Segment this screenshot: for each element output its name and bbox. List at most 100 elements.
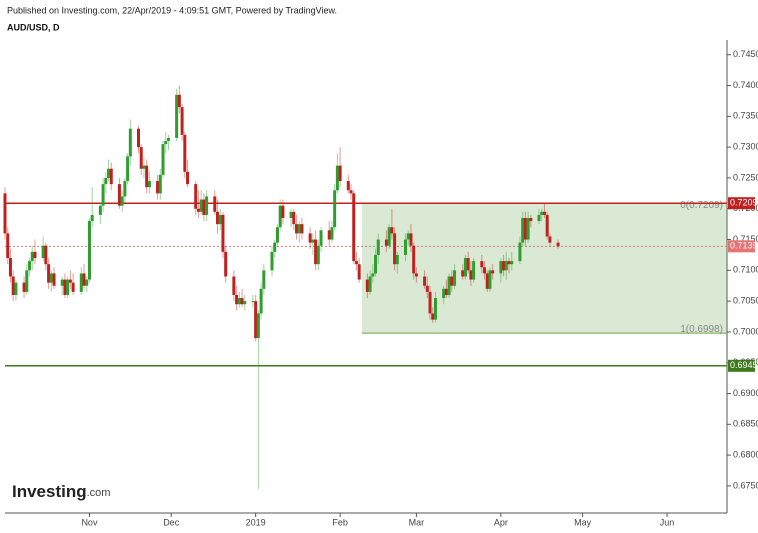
candle-body bbox=[384, 239, 388, 246]
y-tick-label: 0.6750 bbox=[733, 480, 758, 490]
candle-body bbox=[485, 273, 489, 289]
candle-body bbox=[368, 276, 372, 292]
candle-body bbox=[393, 233, 397, 265]
candle-body bbox=[333, 190, 337, 228]
candle-body bbox=[254, 301, 258, 339]
candle-body bbox=[453, 270, 457, 286]
candle-body bbox=[376, 239, 380, 255]
candle-body bbox=[523, 217, 527, 240]
logo-name: Investing bbox=[12, 482, 87, 501]
candle-body bbox=[183, 134, 187, 172]
candle-body bbox=[107, 168, 111, 178]
candle-body bbox=[44, 245, 48, 265]
candle-body bbox=[499, 261, 503, 274]
candle-body bbox=[335, 165, 339, 191]
candle-body bbox=[461, 270, 465, 277]
price-tag-label: 0.7209 bbox=[730, 198, 758, 208]
candle-body bbox=[33, 251, 37, 259]
candle-body bbox=[428, 291, 432, 314]
candle-body bbox=[14, 282, 18, 295]
candle-body bbox=[90, 214, 94, 222]
candle-body bbox=[243, 301, 247, 305]
candle-body bbox=[502, 261, 506, 271]
candle-body bbox=[224, 251, 228, 277]
candle-body bbox=[314, 239, 318, 265]
candle-body bbox=[221, 214, 225, 252]
candle-body bbox=[387, 227, 391, 246]
fib-label: 1(0.6998) bbox=[680, 324, 723, 335]
candle-body bbox=[25, 270, 29, 292]
candle-body bbox=[433, 298, 437, 320]
candle-body bbox=[177, 94, 181, 108]
candle-body bbox=[186, 171, 190, 185]
logo: Investing.com bbox=[12, 482, 110, 501]
fib-zone bbox=[361, 203, 727, 334]
candle-body bbox=[319, 230, 323, 246]
candle-body bbox=[330, 227, 334, 240]
candle-body bbox=[235, 294, 239, 305]
candle-body bbox=[338, 165, 342, 182]
candle-body bbox=[545, 214, 549, 237]
candle-body bbox=[529, 217, 533, 222]
y-tick-label: 0.7350 bbox=[733, 111, 758, 121]
candle-body bbox=[327, 230, 331, 240]
candle-body bbox=[466, 258, 470, 271]
candle-body bbox=[447, 276, 451, 295]
candle-body bbox=[259, 288, 263, 314]
candle-body bbox=[281, 205, 285, 218]
candle-body bbox=[109, 168, 113, 185]
y-tick-label: 0.7450 bbox=[733, 49, 758, 59]
candle-body bbox=[442, 288, 446, 299]
y-tick-label: 0.7150 bbox=[733, 234, 758, 244]
candle-body bbox=[504, 261, 508, 271]
candle-body bbox=[205, 196, 209, 215]
x-tick-label: May bbox=[574, 517, 592, 527]
candle-body bbox=[6, 233, 10, 259]
price-tag bbox=[728, 240, 755, 253]
candle-body bbox=[164, 141, 168, 145]
candle-body bbox=[349, 190, 353, 194]
candle-body bbox=[537, 214, 541, 222]
candle-body bbox=[87, 221, 91, 280]
candle-body bbox=[365, 279, 369, 292]
candle-body bbox=[297, 224, 301, 234]
candle-body bbox=[352, 193, 356, 262]
candle-body bbox=[521, 217, 525, 243]
candle-body bbox=[126, 156, 130, 182]
candle-body bbox=[52, 273, 56, 286]
candle-body bbox=[292, 211, 296, 225]
candle-body bbox=[175, 94, 179, 138]
candle-body bbox=[147, 181, 151, 188]
candle-body bbox=[104, 177, 108, 185]
y-tick-label: 0.6900 bbox=[733, 388, 758, 398]
chart-title: AUD/USD, D bbox=[7, 22, 60, 32]
candle-body bbox=[30, 251, 34, 262]
candle-body bbox=[469, 270, 473, 280]
x-tick-label: Mar bbox=[409, 517, 425, 527]
candle-body bbox=[275, 227, 279, 243]
y-tick-label: 0.6800 bbox=[733, 449, 758, 459]
candle-body bbox=[196, 208, 200, 212]
candle-body bbox=[41, 245, 45, 259]
candle-body bbox=[145, 165, 149, 188]
candle-body bbox=[161, 144, 165, 175]
candle-body bbox=[540, 211, 544, 215]
candle-body bbox=[120, 196, 124, 206]
candle-body bbox=[28, 261, 32, 271]
candle-body bbox=[199, 199, 203, 212]
candle-body bbox=[412, 245, 416, 274]
candle-body bbox=[444, 288, 448, 295]
candle-body bbox=[374, 254, 378, 274]
candle-body bbox=[295, 224, 299, 234]
candle-body bbox=[213, 196, 217, 212]
x-tick-label: 2019 bbox=[246, 517, 266, 527]
x-tick-label: Feb bbox=[332, 517, 348, 527]
candle-body bbox=[463, 258, 467, 277]
candle-body bbox=[395, 254, 399, 265]
candle-body bbox=[232, 276, 236, 295]
candle-body bbox=[404, 239, 408, 255]
candle-body bbox=[251, 301, 255, 303]
y-tick-label: 0.7300 bbox=[733, 142, 758, 152]
price-tag-label: 0.6945 bbox=[730, 360, 758, 370]
